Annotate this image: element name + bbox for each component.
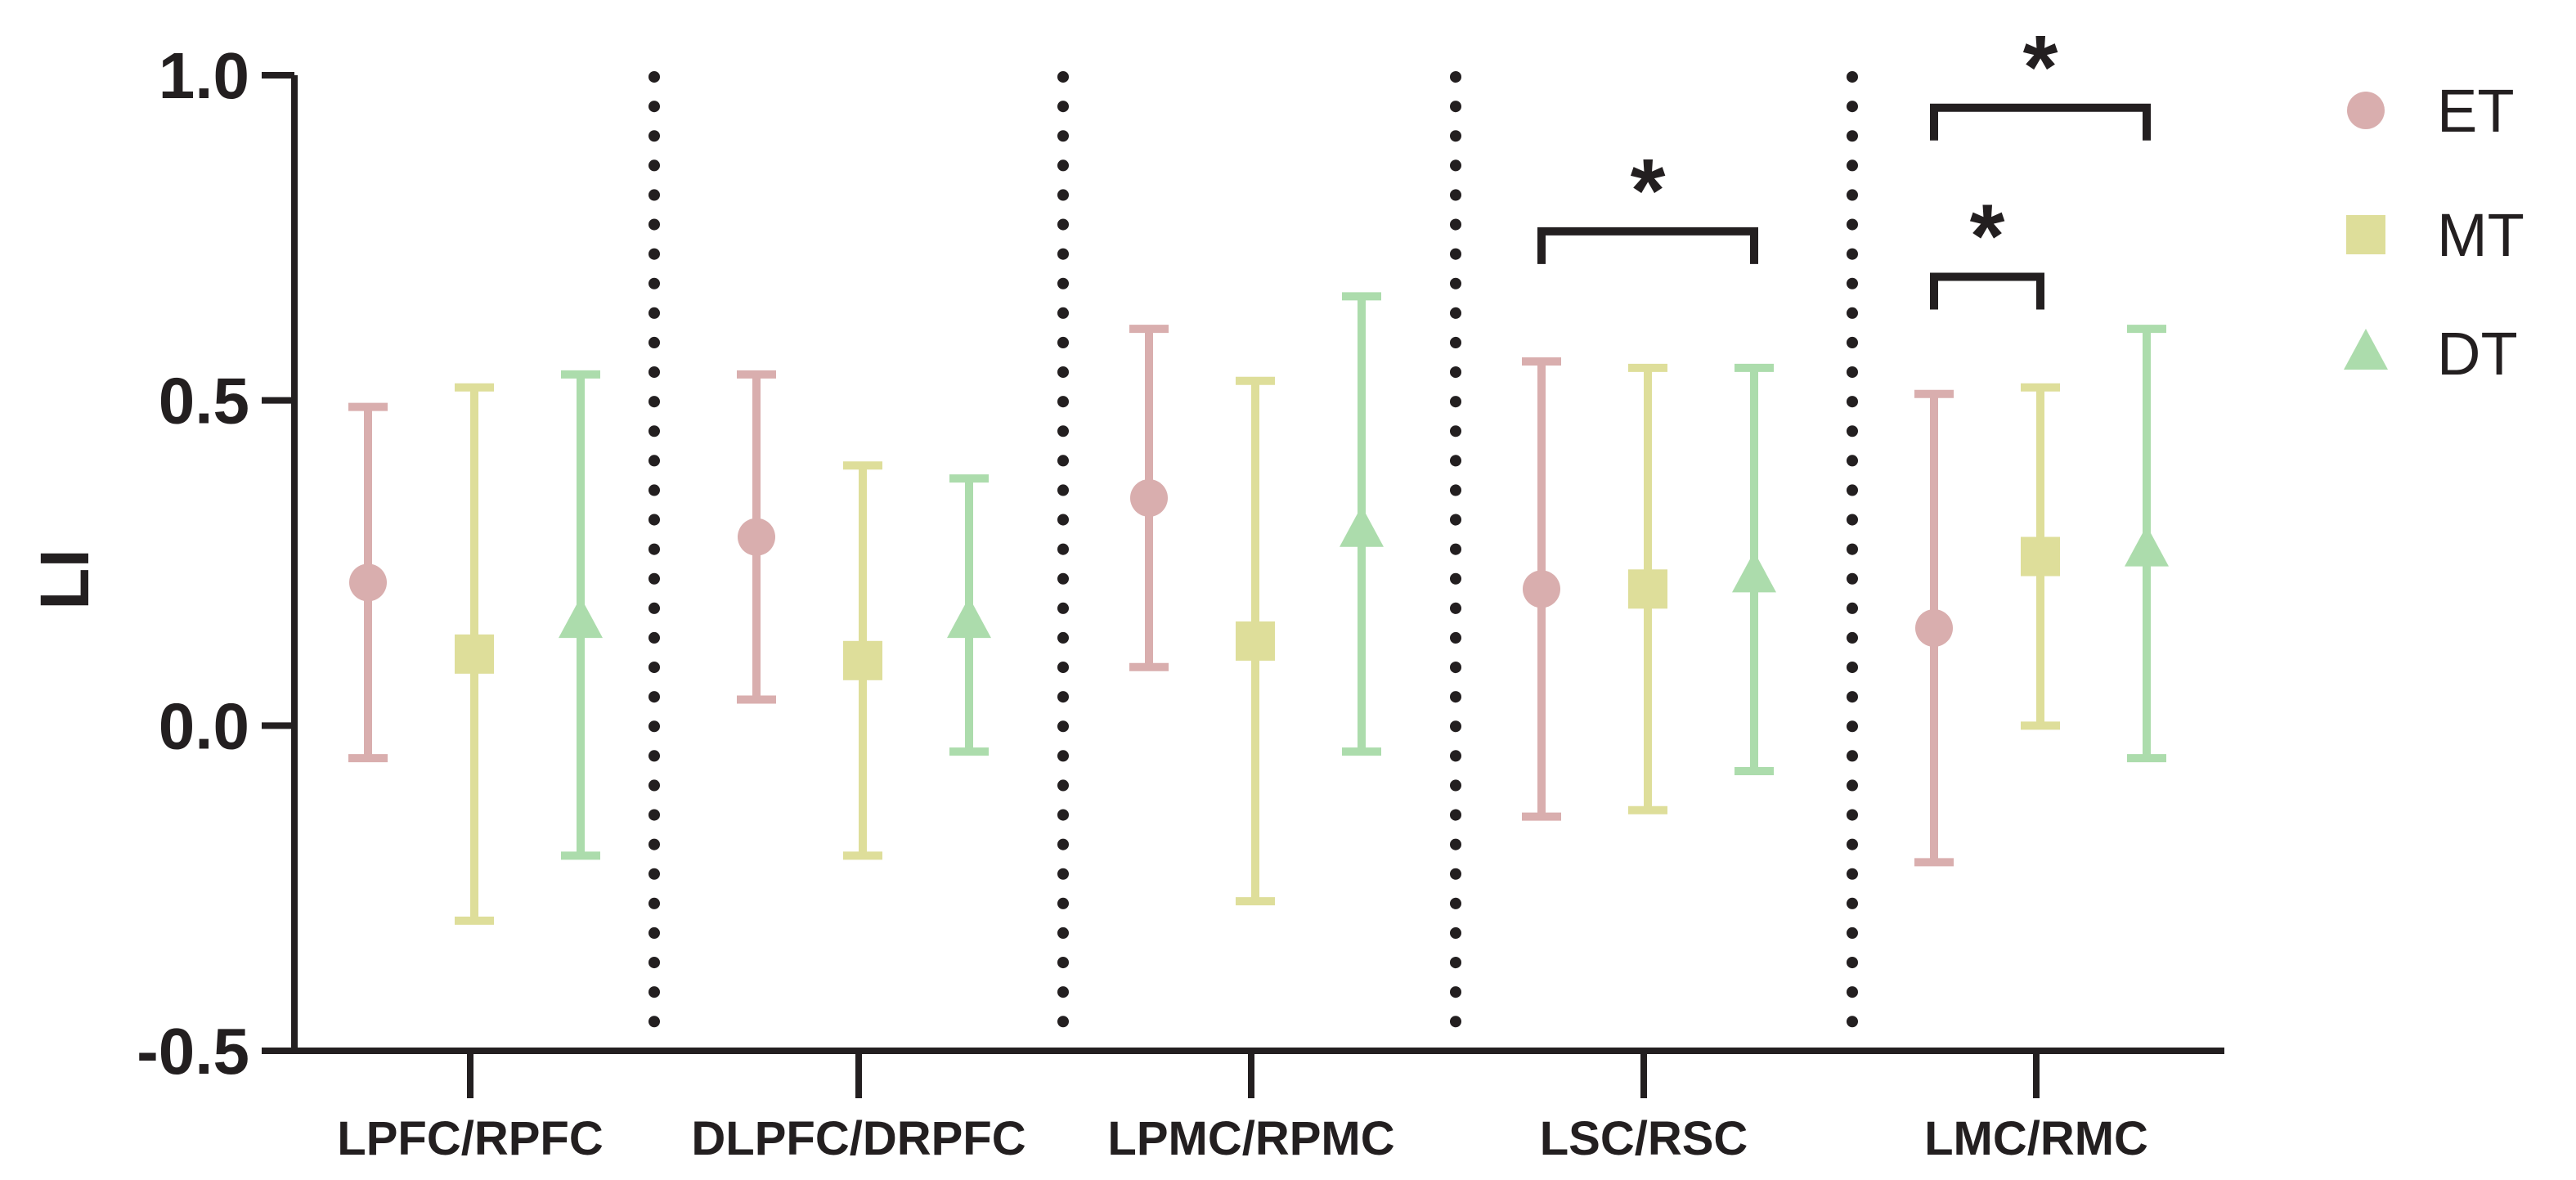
significance-bracket bbox=[1537, 227, 1758, 264]
triangle-marker bbox=[1732, 551, 1776, 593]
legend-label-et: ET bbox=[2437, 77, 2515, 145]
square-marker bbox=[1628, 569, 1667, 609]
square-marker bbox=[2346, 215, 2385, 254]
square-marker bbox=[1236, 621, 1275, 661]
circle-marker bbox=[1130, 478, 1168, 517]
square-marker bbox=[843, 640, 882, 680]
circle-marker bbox=[349, 563, 387, 602]
x-tick-label: LPMC/RPMC bbox=[1107, 1112, 1394, 1165]
circle-marker bbox=[1523, 570, 1560, 608]
y-tick-label: -0.5 bbox=[137, 1015, 249, 1088]
triangle-marker bbox=[2125, 525, 2169, 567]
error-bars bbox=[348, 292, 2166, 925]
significance-brackets: * ** bbox=[1537, 17, 2151, 310]
significance-star: * bbox=[1970, 186, 2005, 287]
y-tick-label: 1.0 bbox=[159, 39, 249, 112]
circle-marker bbox=[1915, 609, 1953, 648]
y-tick-label: 0.5 bbox=[159, 365, 249, 437]
triangle-marker bbox=[947, 597, 991, 639]
square-marker bbox=[455, 634, 494, 674]
x-tick-label: LPFC/RPFC bbox=[337, 1112, 603, 1165]
triangle-marker bbox=[559, 597, 603, 639]
x-ticks: LPFC/RPFC DLPFC/DRPFC LPMC/RPMC LSC/RSC LMC/… bbox=[337, 1051, 2148, 1165]
triangle-marker bbox=[1340, 505, 1384, 547]
axes: -0.5 0.0 0.5 1.0 LPFC/RPFC DLPFC/DRPFC LPMC/R… bbox=[137, 39, 2224, 1165]
legend-label-mt: MT bbox=[2437, 201, 2524, 269]
x-tick-label: LMC/RMC bbox=[1924, 1112, 2148, 1165]
circle-marker bbox=[2347, 92, 2385, 129]
circle-marker bbox=[738, 518, 775, 556]
significance-star: * bbox=[2023, 17, 2058, 118]
y-tick-label: 0.0 bbox=[159, 689, 249, 762]
y-axis-label: LI bbox=[26, 549, 103, 610]
y-ticks: -0.5 0.0 0.5 1.0 bbox=[137, 39, 294, 1088]
x-tick-label: LSC/RSC bbox=[1540, 1112, 1748, 1165]
x-tick-label: DLPFC/DRPFC bbox=[691, 1112, 1025, 1165]
legend: ET MT DT bbox=[2344, 77, 2524, 388]
significance-bracket bbox=[1930, 272, 2044, 310]
significance-bracket bbox=[1930, 103, 2151, 141]
data-markers bbox=[349, 478, 2169, 680]
significance-star: * bbox=[1631, 141, 1666, 241]
legend-label-dt: DT bbox=[2437, 320, 2518, 388]
square-marker bbox=[2021, 536, 2060, 577]
triangle-marker bbox=[2344, 329, 2388, 370]
